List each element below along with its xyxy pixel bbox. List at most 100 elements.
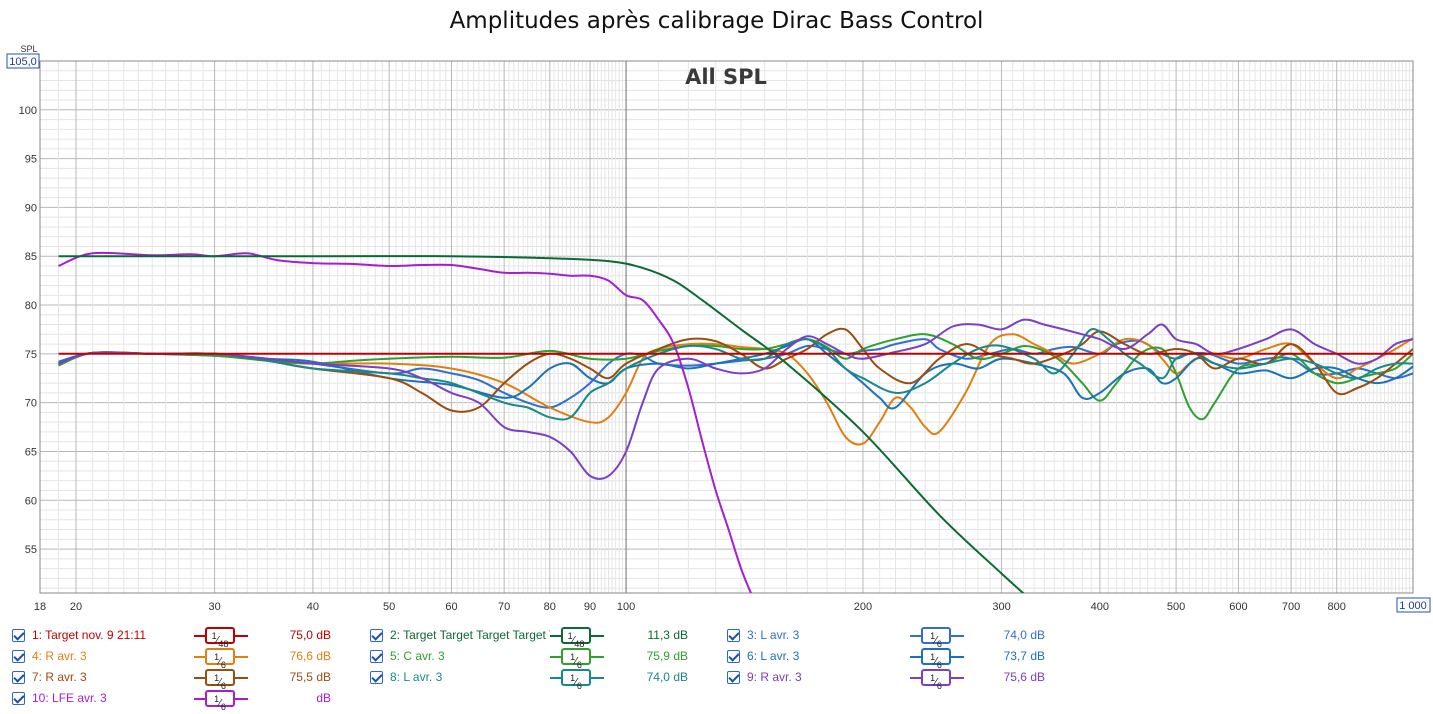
legend-checkbox[interactable] <box>727 671 740 684</box>
smoothing-numerator: 1 <box>214 694 220 704</box>
legend-level-value: 75,0 dB <box>289 628 331 642</box>
legend-level-value: 76,6 dB <box>289 649 331 663</box>
y-tick-label: 95 <box>25 154 37 166</box>
legend-checkbox[interactable] <box>727 650 740 663</box>
legend-smoothing-button[interactable]: 1⁄6 <box>194 647 248 670</box>
y-tick-label: 80 <box>25 300 37 312</box>
legend-item[interactable]: 10: LFE avr. 3 <box>12 689 187 709</box>
legend-item[interactable]: 8: L avr. 3 <box>370 668 550 688</box>
x-tick-label: 100 <box>617 601 635 613</box>
y-axis-label: SPL <box>20 44 37 54</box>
legend-checkbox[interactable] <box>727 629 740 642</box>
legend-checkbox[interactable] <box>12 692 25 705</box>
y-tick-label: 100 <box>19 105 37 117</box>
x-tick-label: 20 <box>70 601 82 613</box>
legend-level-value: 74,0 dB <box>646 670 688 684</box>
smoothing-fraction: 1⁄6 <box>921 648 951 670</box>
legend-smoothing-button[interactable]: 1⁄6 <box>550 647 604 670</box>
legend-label: 6: L avr. 3 <box>747 649 800 663</box>
smoothing-fraction: 1⁄6 <box>205 648 235 670</box>
legend-item[interactable]: 4: R avr. 3 <box>12 647 187 667</box>
legend-label: 10: LFE avr. 3 <box>32 691 107 705</box>
legend-smoothing-button[interactable]: 1⁄6 <box>550 668 604 691</box>
x-tick-label: 400 <box>1091 601 1109 613</box>
smoothing-numerator: 1 <box>930 631 936 641</box>
smoothing-numerator: 1 <box>211 631 217 641</box>
legend-label: 1: Target nov. 9 21:11 <box>32 628 147 642</box>
legend-item[interactable]: 6: L avr. 3 <box>727 647 902 667</box>
fraction-slash: ⁄ <box>572 634 575 647</box>
y-max-label: 105,0 <box>9 56 37 68</box>
plot-area <box>40 61 1413 593</box>
legend-checkbox[interactable] <box>370 629 383 642</box>
legend-checkbox[interactable] <box>12 671 25 684</box>
x-tick-label: 40 <box>307 601 319 613</box>
legend-item[interactable]: 9: R avr. 3 <box>727 668 902 688</box>
smoothing-fraction: 1⁄48 <box>561 627 591 649</box>
legend-label: 5: C avr. 3 <box>390 649 445 663</box>
fraction-slash: ⁄ <box>219 697 221 710</box>
series-line-4 <box>58 333 1413 446</box>
legend-smoothing-button[interactable]: 1⁄6 <box>194 689 248 712</box>
smoothing-fraction: 1⁄6 <box>561 648 591 670</box>
legend-checkbox[interactable] <box>12 650 25 663</box>
legend-item[interactable]: 5: C avr. 3 <box>370 647 550 667</box>
legend-row: 7: R avr. 3 1⁄6 75,5 dB 8: L avr. 3 1⁄6 74,0 … <box>0 668 1433 691</box>
smoothing-numerator: 1 <box>930 652 936 662</box>
y-tick-label: 75 <box>25 349 37 361</box>
smoothing-denominator: 6 <box>220 659 226 670</box>
legend-smoothing-button[interactable]: 1⁄6 <box>910 626 964 649</box>
legend-level-value: 75,6 dB <box>1003 670 1045 684</box>
legend-level-value: 74,0 dB <box>1003 628 1045 642</box>
smoothing-denominator: 6 <box>576 659 582 670</box>
fraction-slash: ⁄ <box>935 634 937 647</box>
legend-label: 7: R avr. 3 <box>32 670 87 684</box>
legend-checkbox[interactable] <box>12 629 25 642</box>
series-line-6 <box>58 338 1413 410</box>
x-tick-label: 30 <box>208 601 220 613</box>
x-max-box <box>1396 597 1431 613</box>
plot-frame <box>39 60 1414 594</box>
legend-checkbox[interactable] <box>370 671 383 684</box>
smoothing-denominator: 48 <box>574 638 585 649</box>
smoothing-fraction: 1⁄48 <box>205 627 235 649</box>
series-group <box>58 251 1413 593</box>
legend-smoothing-button[interactable]: 1⁄48 <box>194 626 248 649</box>
legend-label: 9: R avr. 3 <box>747 670 802 684</box>
y-tick-label: 70 <box>25 398 37 410</box>
legend-item[interactable]: 1: Target nov. 9 21:11 <box>12 626 187 646</box>
smoothing-fraction: 1⁄6 <box>921 627 951 649</box>
x-tick-label: 500 <box>1167 601 1185 613</box>
legend-smoothing-button[interactable]: 1⁄48 <box>550 626 604 649</box>
x-max-label: 1 000 <box>1399 600 1427 612</box>
chart-title: Amplitudes après calibrage Dirac Bass Co… <box>449 8 984 34</box>
legend-checkbox[interactable] <box>370 650 383 663</box>
legend-smoothing-button[interactable]: 1⁄6 <box>194 668 248 691</box>
legend-item[interactable]: 2: Target Target Target Target T <box>370 626 550 646</box>
smoothing-numerator: 1 <box>567 631 573 641</box>
smoothing-numerator: 1 <box>214 652 220 662</box>
x-tick-label: 200 <box>854 601 872 613</box>
smoothing-denominator: 6 <box>936 680 942 691</box>
legend-level-value: 73,7 dB <box>1003 649 1045 663</box>
legend-item[interactable]: 7: R avr. 3 <box>12 668 187 688</box>
fraction-slash: ⁄ <box>219 655 221 668</box>
legend-smoothing-button[interactable]: 1⁄6 <box>910 668 964 691</box>
smoothing-numerator: 1 <box>930 673 936 683</box>
legend-level-value: 75,5 dB <box>289 670 331 684</box>
fraction-slash: ⁄ <box>935 676 937 689</box>
chart-plot[interactable]: 55 60 65 70 75 80 85 90 95 100 18 20 30 40 50 60 70 80 90 1… <box>0 0 1433 620</box>
y-tick-label: 90 <box>25 202 37 214</box>
fraction-slash: ⁄ <box>575 676 577 689</box>
fraction-slash: ⁄ <box>216 634 219 647</box>
legend-smoothing-button[interactable]: 1⁄6 <box>910 647 964 670</box>
smoothing-denominator: 48 <box>218 638 229 649</box>
smoothing-denominator: 6 <box>220 680 226 691</box>
y-tick-label: 65 <box>25 446 37 458</box>
legend-row: 1: Target nov. 9 21:11 1⁄48 75,0 dB 2: Targ… <box>0 626 1433 649</box>
smoothing-numerator: 1 <box>570 673 576 683</box>
legend-item[interactable]: 3: L avr. 3 <box>727 626 902 646</box>
x-tick-label: 60 <box>445 601 457 613</box>
x-tick-label: 18 <box>34 601 46 613</box>
series-line-7 <box>58 327 1413 413</box>
